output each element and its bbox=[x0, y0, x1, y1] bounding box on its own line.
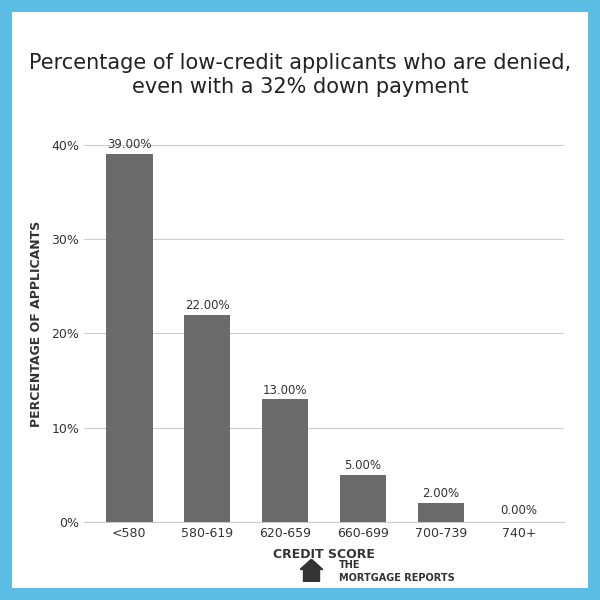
Bar bbox=[340, 475, 386, 522]
Text: 5.00%: 5.00% bbox=[344, 459, 382, 472]
Text: 0.00%: 0.00% bbox=[500, 504, 538, 517]
Bar bbox=[184, 314, 230, 522]
Bar bbox=[262, 400, 308, 522]
Text: 2.00%: 2.00% bbox=[422, 487, 460, 500]
Text: 22.00%: 22.00% bbox=[185, 299, 229, 312]
Text: 39.00%: 39.00% bbox=[107, 139, 151, 151]
Bar bbox=[418, 503, 464, 522]
Polygon shape bbox=[304, 569, 319, 581]
Text: THE
MORTGAGE REPORTS: THE MORTGAGE REPORTS bbox=[339, 560, 455, 583]
Text: Percentage of low-credit applicants who are denied,
even with a 32% down payment: Percentage of low-credit applicants who … bbox=[29, 53, 571, 97]
Text: 13.00%: 13.00% bbox=[263, 383, 307, 397]
X-axis label: CREDIT SCORE: CREDIT SCORE bbox=[273, 548, 375, 561]
Bar bbox=[106, 154, 152, 522]
Polygon shape bbox=[300, 559, 323, 569]
Y-axis label: PERCENTAGE OF APPLICANTS: PERCENTAGE OF APPLICANTS bbox=[30, 221, 43, 427]
